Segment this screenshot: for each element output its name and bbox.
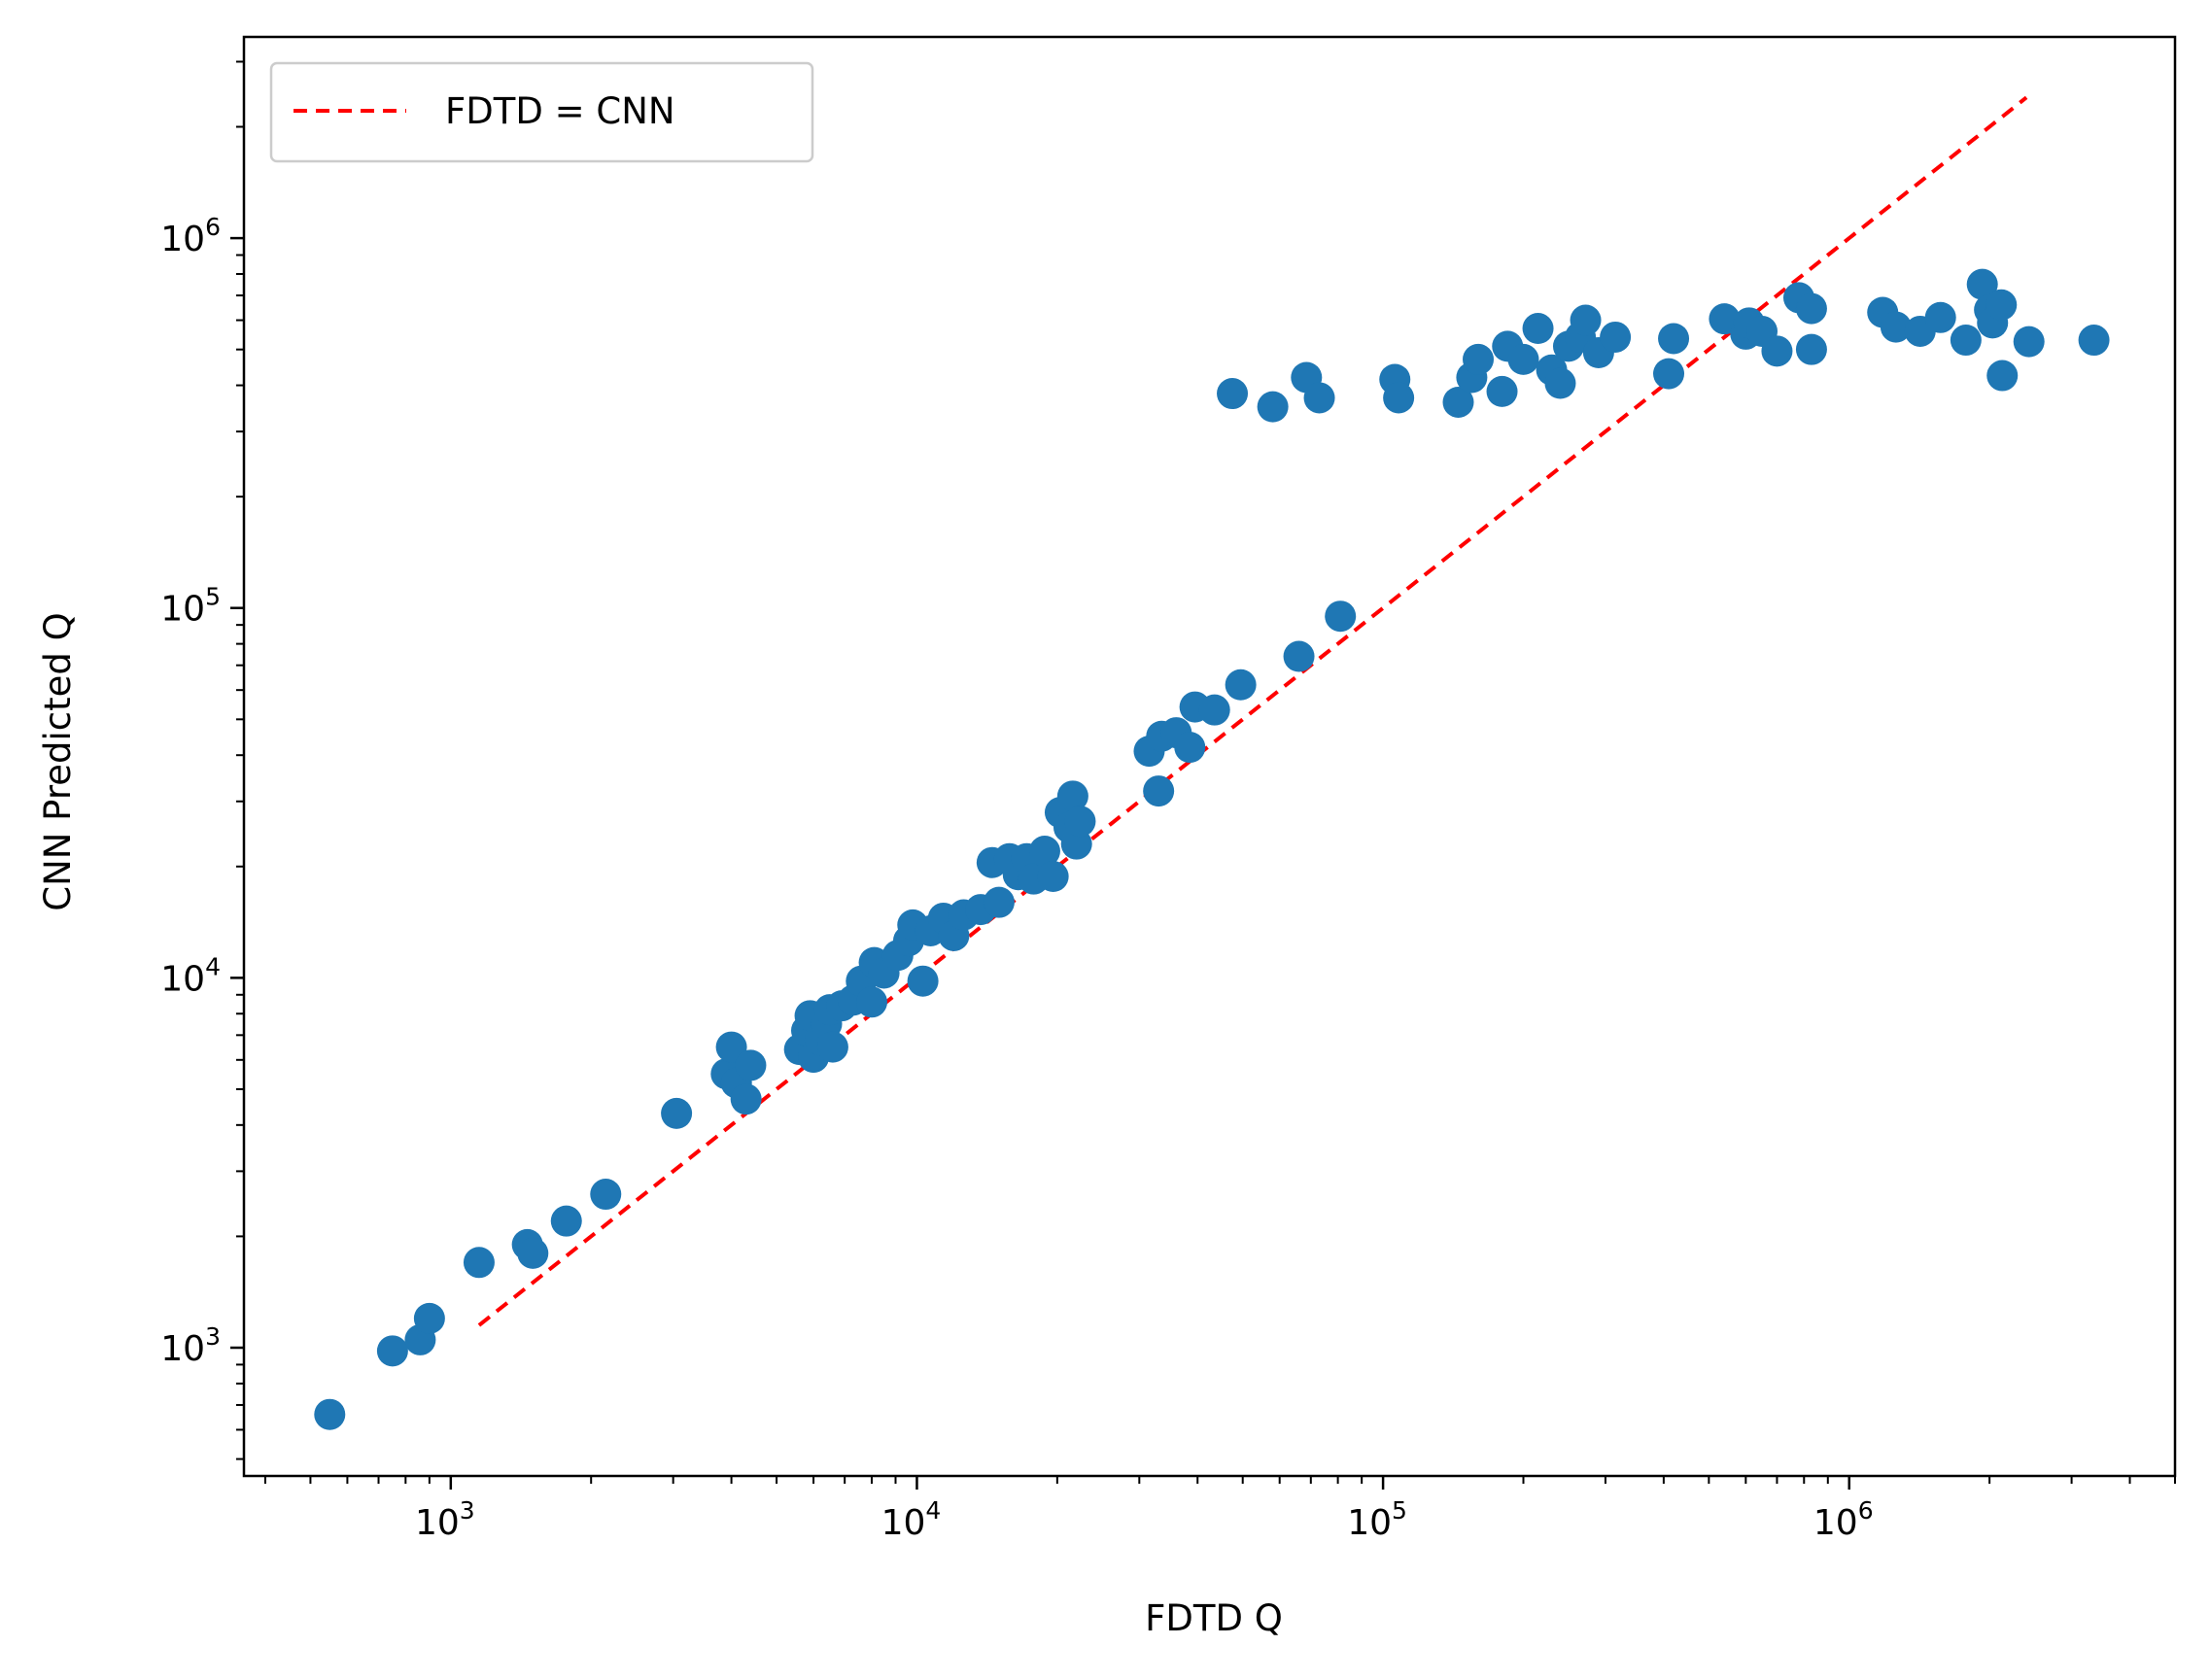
data-point [1217, 378, 1249, 410]
data-point [1225, 669, 1257, 701]
data-point [413, 1302, 445, 1334]
plot-frame [242, 35, 2177, 1478]
data-point [1966, 268, 1998, 300]
y-tick-label: 105 [160, 583, 221, 630]
plot-area [242, 35, 2177, 1478]
data-point [2013, 326, 2045, 358]
data-point [730, 1083, 762, 1115]
data-point [816, 1031, 848, 1063]
data-point [1463, 343, 1495, 375]
legend-entry-label: FDTD = CNN [445, 90, 675, 132]
x-tick-label: 106 [1813, 1496, 1874, 1543]
data-point [1795, 292, 1827, 325]
data-point [1056, 780, 1088, 812]
data-point [1507, 343, 1539, 375]
data-point [1600, 321, 1632, 353]
data-point [715, 1031, 747, 1063]
data-point [1924, 301, 1956, 333]
x-tick-label: 104 [881, 1496, 942, 1543]
data-point [855, 986, 887, 1018]
data-point [1986, 289, 2018, 321]
data-point [1570, 304, 1602, 336]
data-point [1950, 325, 1982, 357]
x-tick-label: 103 [415, 1496, 475, 1543]
data-point [735, 1049, 767, 1081]
data-point [661, 1097, 693, 1129]
y-tick-label: 104 [160, 952, 221, 999]
data-point [376, 1335, 408, 1367]
x-axis-label: FDTD Q [1145, 1597, 1283, 1639]
data-point [1028, 836, 1060, 868]
x-tick-label: 105 [1347, 1496, 1407, 1543]
data-point [1795, 333, 1827, 365]
data-point [1325, 600, 1357, 633]
data-point [983, 886, 1015, 918]
data-point [907, 965, 939, 997]
data-point [1761, 335, 1793, 367]
data-point [463, 1247, 495, 1279]
data-point [1986, 360, 2019, 392]
data-point [550, 1205, 582, 1237]
data-point [1303, 382, 1335, 414]
data-point [1037, 861, 1069, 893]
data-point [1383, 382, 1415, 414]
data-point [1544, 367, 1576, 399]
data-point [1653, 358, 1685, 390]
data-point [1658, 323, 1690, 355]
data-point [1486, 375, 1518, 407]
y-tick-label: 106 [160, 213, 221, 259]
data-point [590, 1179, 622, 1211]
data-point [314, 1398, 346, 1430]
y-tick-label: 103 [160, 1322, 221, 1369]
reference-line-fdtd-equals-cnn [477, 95, 2028, 1327]
legend-box [269, 61, 814, 163]
data-point [1522, 313, 1554, 345]
data-point [1064, 806, 1096, 838]
y-axis-label: CNN Predicted Q [37, 612, 79, 911]
legend: FDTD = CNN [269, 61, 814, 163]
data-point [1174, 732, 1206, 764]
data-point [2078, 325, 2110, 357]
data-point [1283, 640, 1315, 672]
data-point [1257, 391, 1289, 423]
data-point [1442, 386, 1474, 418]
data-point [1880, 311, 1912, 343]
data-point [1143, 775, 1175, 807]
axis-ticks: 103 104 105 106 103 104 105 106 [160, 60, 2176, 1543]
data-point [517, 1237, 549, 1269]
data-point [1198, 694, 1230, 726]
